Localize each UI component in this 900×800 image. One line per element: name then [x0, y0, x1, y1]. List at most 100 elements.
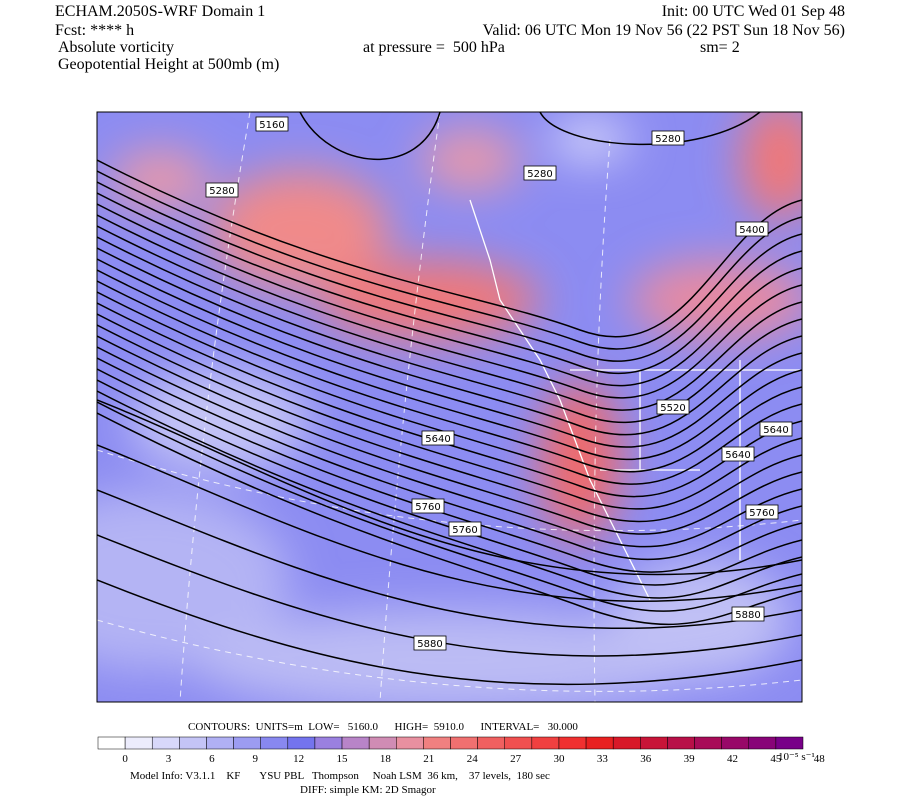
forecast-hour: Fcst: **** h	[55, 22, 134, 39]
contour-label: 5280	[209, 186, 234, 197]
colorbar-label: 24	[467, 753, 479, 765]
colorbar-units: 10⁻⁵ s⁻¹	[778, 751, 815, 763]
colorbar-box	[341, 736, 370, 750]
colorbar-box	[748, 736, 777, 750]
contour-line	[97, 236, 802, 423]
colorbar-label: 33	[597, 753, 609, 765]
colorbar-box	[151, 736, 180, 750]
colorbar-box	[287, 736, 316, 750]
colorbar-label: 36	[640, 753, 652, 765]
contour-field-name: Geopotential Height at 500mb (m)	[58, 56, 279, 73]
contour-line	[97, 159, 802, 338]
colorbar-box	[97, 736, 126, 750]
contour-label-box	[735, 221, 769, 237]
contour-label-box	[721, 446, 755, 462]
contour-label-box	[411, 498, 445, 514]
colorbar-label: 39	[684, 753, 696, 765]
contour-line	[97, 291, 802, 485]
colorbar-label: 6	[209, 753, 215, 765]
colorbar-box	[450, 736, 478, 750]
contour-line	[97, 203, 802, 387]
contour-label-box	[205, 182, 239, 198]
colorbar-box	[667, 736, 695, 750]
contour-label: 5760	[415, 502, 440, 513]
contour-label: 5880	[735, 610, 760, 621]
contour-line	[539, 112, 761, 146]
contour-line	[299, 112, 441, 160]
diff-info: DIFF: simple KM: 2D Smagor	[300, 784, 436, 796]
colorbar-box	[206, 736, 234, 750]
contour-label-box	[731, 606, 765, 622]
colorbar-box	[260, 736, 289, 750]
colorbar-box	[504, 736, 533, 750]
contour-line	[97, 170, 802, 350]
contour-label-box	[656, 399, 690, 415]
contour-line	[97, 324, 802, 523]
contour-line	[97, 269, 802, 461]
contour-line	[97, 225, 802, 411]
map-area	[97, 112, 802, 702]
colorbar-box	[368, 736, 397, 750]
colorbar-box	[396, 736, 424, 750]
pressure-level: at pressure = 500 hPa	[363, 39, 505, 56]
contour-line	[97, 346, 802, 548]
contours	[97, 112, 802, 686]
model-info: Model Info: V3.1.1 KF YSU PBL Thompson N…	[130, 770, 550, 782]
contour-label: 5400	[739, 225, 764, 236]
colorbar-box	[694, 736, 722, 750]
colorbar-label: 0	[122, 753, 128, 765]
map-frame	[96, 111, 803, 703]
colorbar-box	[640, 736, 668, 750]
colorbar-label: 27	[510, 753, 522, 765]
contour-label: 5280	[655, 134, 680, 145]
colorbar-label: 48	[814, 753, 826, 765]
contour-info: CONTOURS: UNITS=m LOW= 5160.0 HIGH= 5910…	[188, 721, 578, 733]
contour-line	[97, 379, 802, 586]
contour-line	[97, 390, 802, 599]
colorbar-box	[775, 736, 804, 750]
contour-label: 5640	[763, 425, 788, 436]
colorbar-label: 15	[337, 753, 349, 765]
contour-label-box	[448, 521, 482, 537]
contour-line	[97, 247, 802, 436]
contour-label: 5640	[425, 434, 450, 445]
contour-label: 5280	[527, 169, 552, 180]
colorbar-box	[233, 736, 261, 750]
contour-line	[97, 444, 802, 602]
contour-line	[97, 579, 802, 686]
colorbar-box	[477, 736, 505, 750]
colorbar-label: 21	[423, 753, 434, 765]
contour-line	[97, 489, 802, 630]
contour-label: 5640	[725, 450, 750, 461]
contour-label: 5520	[660, 403, 685, 414]
contour-line	[97, 214, 802, 399]
colorbar-box	[531, 736, 560, 750]
field-name: Absolute vorticity	[58, 39, 174, 56]
colorbar-label: 18	[380, 753, 392, 765]
contour-line	[97, 335, 802, 535]
contour-label-box	[523, 165, 557, 181]
contour-label: 5880	[417, 639, 442, 650]
colorbar-box	[314, 736, 343, 750]
contour-line	[97, 258, 802, 448]
contour-label: 5160	[259, 120, 284, 131]
contour-line	[97, 534, 802, 657]
colorbar-box	[558, 736, 587, 750]
contour-line	[97, 412, 802, 626]
contour-label-box	[745, 504, 779, 520]
contour-labels: 5160 5280 5280 5280 5400 5520 5640 5640 5640 5760…	[205, 116, 793, 651]
colorbar-label: 30	[553, 753, 565, 765]
colorbar-label: 12	[293, 753, 304, 765]
colorbar-label: 42	[727, 753, 738, 765]
colorbar-label: 3	[166, 753, 172, 765]
contour-line	[97, 357, 802, 561]
colorbar-box	[612, 736, 641, 750]
valid-time: Valid: 06 UTC Mon 19 Nov 56 (22 PST Sun …	[483, 22, 845, 39]
contour-line	[97, 280, 802, 473]
colorbar-label: 45	[770, 753, 782, 765]
contour-label: 5760	[749, 508, 774, 519]
colorbar-box	[124, 736, 153, 750]
